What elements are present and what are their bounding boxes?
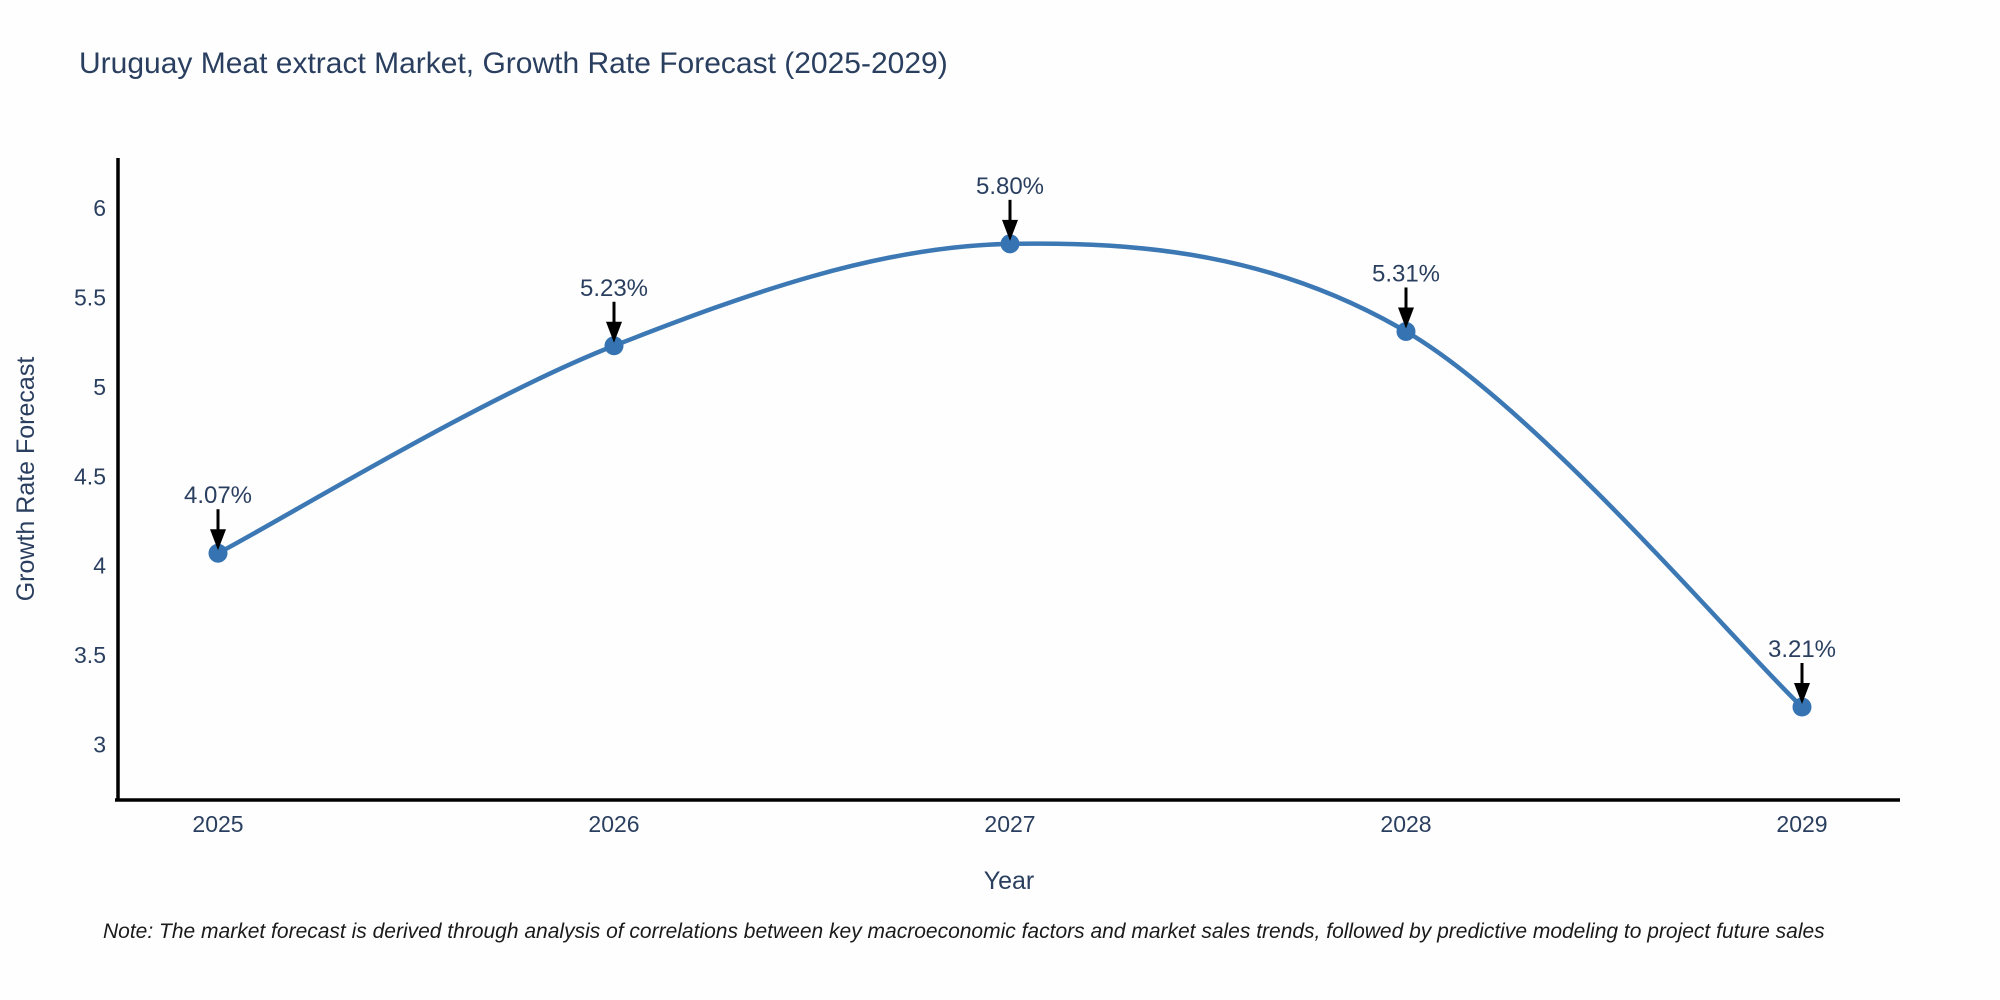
annotation-arrowhead [1398, 307, 1414, 329]
annotation-arrowhead [606, 321, 622, 343]
y-tick-label: 4.5 [74, 463, 106, 489]
data-point-marker[interactable] [208, 543, 228, 563]
annotation-label: 5.31% [1372, 260, 1440, 287]
chart-title: Uruguay Meat extract Market, Growth Rate… [79, 47, 948, 80]
data-point-marker[interactable] [1396, 321, 1416, 341]
data-point-marker[interactable] [604, 336, 624, 356]
y-tick-label: 3 [93, 732, 106, 758]
data-point-marker[interactable] [1792, 697, 1812, 717]
x-tick-label: 2026 [588, 811, 639, 837]
annotation-label: 4.07% [184, 482, 252, 509]
annotation-label: 5.23% [580, 275, 648, 302]
x-tick-label: 2027 [984, 811, 1035, 837]
x-tick-label: 2028 [1380, 811, 1431, 837]
annotation-arrowhead [210, 529, 226, 551]
annotation-arrowhead [1794, 683, 1810, 705]
y-axis-title: Growth Rate Forecast [12, 357, 40, 602]
annotation-arrowhead [1002, 219, 1018, 241]
y-tick-label: 4 [93, 553, 106, 579]
x-axis-title: Year [984, 867, 1035, 895]
y-tick-label: 3.5 [74, 642, 106, 668]
y-tick-label: 5 [93, 374, 106, 400]
y-tick-label: 6 [93, 195, 106, 221]
footnote: Note: The market forecast is derived thr… [103, 920, 1825, 943]
annotation-label: 3.21% [1768, 636, 1836, 663]
x-tick-label: 2025 [192, 811, 243, 837]
x-tick-label: 2029 [1776, 811, 1827, 837]
trend-line [215, 241, 1805, 710]
y-tick-label: 5.5 [74, 284, 106, 310]
annotation-label: 5.80% [976, 173, 1044, 200]
data-point-marker[interactable] [1000, 234, 1020, 254]
